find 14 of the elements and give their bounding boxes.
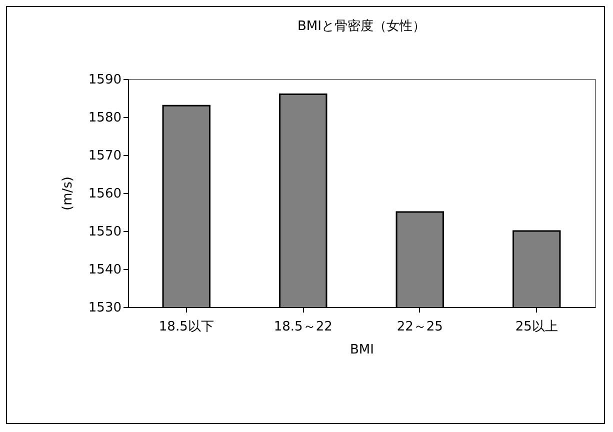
y-tick-label: 1550 <box>88 224 122 240</box>
x-tick-label: 18.5以下 <box>158 320 214 334</box>
x-axis-title: BMI <box>350 342 374 358</box>
y-axis-title: (m/s) <box>60 176 76 210</box>
x-tick-label: 18.5～22 <box>274 320 332 334</box>
y-tick-label: 1580 <box>88 110 122 126</box>
chart-title: BMIと骨密度（女性） <box>298 18 426 34</box>
y-tick-label: 1540 <box>88 262 122 278</box>
y-tick-label: 1590 <box>88 72 122 88</box>
y-tick-label: 1570 <box>88 148 122 164</box>
x-tick-label: 22～25 <box>396 320 443 334</box>
x-tick-label: 25以上 <box>515 320 558 334</box>
y-tick-label: 1530 <box>88 300 122 316</box>
y-tick-label: 1560 <box>88 186 122 202</box>
